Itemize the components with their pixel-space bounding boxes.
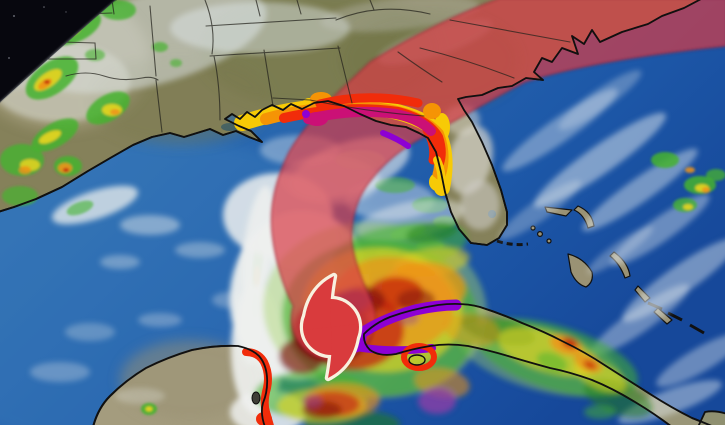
isle-of-youth-warning-ring <box>401 343 437 371</box>
warning-patch <box>306 112 328 126</box>
warning-patch <box>302 110 310 118</box>
warning-patch <box>256 412 272 425</box>
florida-keys <box>496 239 529 247</box>
warning-patch <box>423 103 441 119</box>
atlantic-clouds <box>498 70 725 424</box>
offshore-radar <box>651 152 725 212</box>
cozumel-island <box>251 391 261 405</box>
warning-purple-stripe <box>380 130 411 149</box>
hurricane-icon[interactable] <box>299 272 363 382</box>
hurricane-icon-glyph <box>303 276 359 378</box>
